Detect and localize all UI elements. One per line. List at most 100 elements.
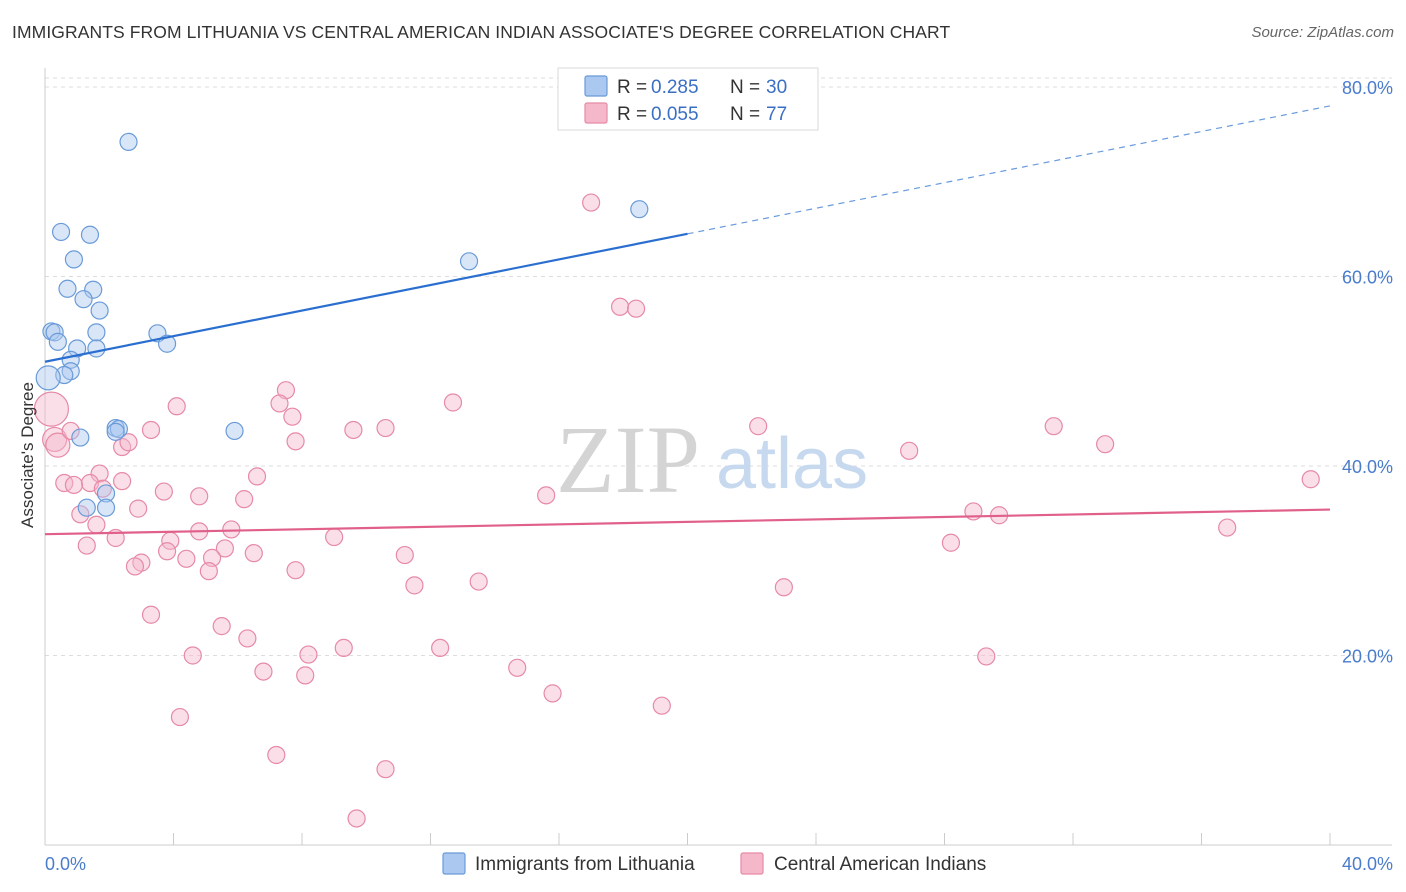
central-american-point bbox=[405, 576, 424, 595]
central-american-point bbox=[1044, 417, 1063, 436]
lithuania-point bbox=[225, 421, 244, 441]
lithuania-point bbox=[35, 365, 61, 391]
legend-swatch-lithuania bbox=[584, 75, 608, 97]
y-tick-label: 40.0% bbox=[1342, 457, 1393, 477]
x-tick-label: 0.0% bbox=[45, 854, 86, 874]
lithuania-point bbox=[64, 250, 84, 269]
central-american-point bbox=[212, 617, 231, 636]
central-american-point bbox=[1301, 470, 1320, 489]
central-american-point bbox=[469, 572, 488, 591]
central-american-point bbox=[141, 605, 161, 624]
lithuania-point bbox=[109, 419, 128, 439]
central-american-point bbox=[270, 394, 289, 413]
central-american-point bbox=[508, 658, 527, 677]
legend-n-label-2: N = bbox=[730, 104, 760, 125]
central-american-point bbox=[376, 418, 395, 438]
central-american-point bbox=[247, 467, 267, 486]
central-american-point bbox=[1096, 435, 1115, 454]
central-american-point bbox=[941, 533, 961, 552]
central-american-point bbox=[244, 544, 263, 563]
y-tick-label: 20.0% bbox=[1342, 646, 1393, 666]
central-american-point bbox=[900, 441, 919, 460]
watermark-atlas: atlas bbox=[716, 424, 868, 504]
central-american-point bbox=[286, 432, 305, 451]
correlation-legend: R = 0.285 N = 30 R = 0.055 N = 77 bbox=[557, 67, 819, 131]
legend-n-value-1: 30 bbox=[766, 77, 787, 98]
lithuania-point bbox=[45, 323, 64, 342]
central-american-point bbox=[431, 638, 450, 658]
central-american-point bbox=[296, 666, 315, 685]
legend-n-value-2: 77 bbox=[766, 104, 787, 125]
central-american-point bbox=[90, 464, 109, 483]
central-american-point bbox=[325, 527, 344, 547]
central-american-point bbox=[443, 393, 463, 412]
y-tick-label: 60.0% bbox=[1342, 267, 1393, 287]
central-american-point bbox=[977, 647, 996, 666]
central-american-point bbox=[141, 420, 161, 440]
central-american-point bbox=[267, 745, 286, 765]
lithuania-point bbox=[106, 422, 125, 441]
central-american-point bbox=[334, 638, 353, 658]
lithuania-point bbox=[630, 200, 649, 219]
lithuania-point bbox=[80, 225, 100, 244]
lithuania-point bbox=[90, 301, 109, 320]
central-american-point bbox=[33, 391, 70, 427]
central-american-point bbox=[119, 433, 138, 452]
legend-r-label-2: R = bbox=[617, 104, 647, 125]
central-american-point bbox=[190, 487, 209, 506]
lithuania-point bbox=[51, 222, 71, 242]
central-american-point bbox=[215, 539, 234, 558]
central-american-point bbox=[87, 515, 106, 534]
x-tick-label: 40.0% bbox=[1342, 854, 1393, 874]
central-american-point bbox=[61, 421, 80, 441]
lithuania-point bbox=[84, 280, 103, 299]
central-american-point bbox=[45, 432, 71, 458]
y-axis-title: Associate's Degree bbox=[18, 382, 37, 528]
central-american-point bbox=[610, 297, 630, 316]
legend-r-label-1: R = bbox=[617, 77, 647, 98]
lithuania-point bbox=[74, 290, 93, 309]
central-american-point bbox=[199, 562, 218, 581]
central-american-point bbox=[347, 809, 366, 828]
central-american-trend-line bbox=[44, 508, 1331, 536]
central-american-point bbox=[543, 684, 562, 703]
lithuania-point bbox=[459, 252, 479, 271]
source-label: Source: ZipAtlas.com bbox=[1251, 24, 1394, 41]
lithuania-point bbox=[48, 332, 67, 351]
central-american-point bbox=[749, 417, 768, 436]
lithuania-point bbox=[87, 323, 106, 342]
legend-n-label-1: N = bbox=[730, 77, 760, 98]
chart-title: IMMIGRANTS FROM LITHUANIA VS CENTRAL AME… bbox=[12, 22, 951, 42]
central-american-point bbox=[582, 193, 601, 212]
central-american-point bbox=[344, 420, 363, 440]
central-american-point bbox=[774, 578, 793, 597]
central-american-point bbox=[626, 299, 646, 318]
legend-r-value-2: 0.055 bbox=[651, 104, 699, 125]
central-american-point bbox=[254, 662, 273, 681]
central-american-point bbox=[183, 646, 202, 665]
central-american-point bbox=[395, 545, 414, 565]
bottom-legend-lithuania: Immigrants from Lithuania bbox=[475, 854, 695, 875]
bottom-swatch-central-american bbox=[740, 852, 764, 875]
central-american-point bbox=[167, 397, 186, 416]
central-american-point bbox=[283, 407, 302, 426]
lithuania-point bbox=[96, 484, 116, 503]
bottom-legend-central-american: Central American Indians bbox=[774, 854, 986, 875]
central-american-point bbox=[129, 499, 148, 518]
watermark: ZIP atlas bbox=[556, 406, 868, 513]
bottom-swatch-lithuania bbox=[442, 852, 466, 875]
central-american-point bbox=[1218, 518, 1237, 537]
lithuania-point bbox=[77, 498, 96, 517]
central-american-point bbox=[652, 696, 671, 715]
series-legend: Immigrants from Lithuania Central Americ… bbox=[442, 852, 986, 875]
central-american-point bbox=[77, 536, 96, 555]
central-american-point bbox=[157, 542, 177, 561]
lithuania-point bbox=[68, 339, 87, 358]
y-tick-label: 80.0% bbox=[1342, 78, 1393, 98]
central-american-point bbox=[376, 760, 395, 779]
central-american-point bbox=[64, 475, 84, 495]
central-american-point bbox=[112, 472, 132, 491]
central-american-point bbox=[154, 482, 173, 501]
central-american-point bbox=[537, 486, 556, 505]
